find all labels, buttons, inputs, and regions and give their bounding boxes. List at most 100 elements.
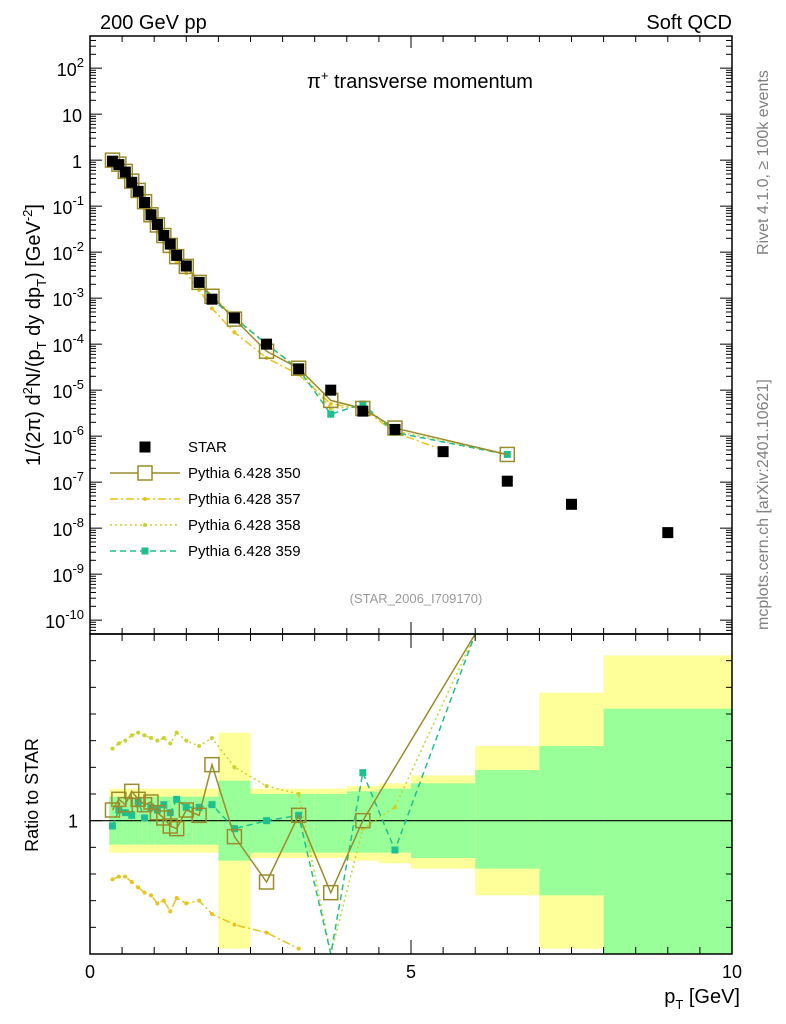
data-point <box>566 498 577 510</box>
ratio-series-0 <box>104 633 476 901</box>
legend-marker <box>139 441 151 453</box>
data-point <box>662 527 674 539</box>
main-panel: 10-10 10-9 10-8 10-7 10-6 10-5 10-4 10-3 10-2 10-… <box>20 35 733 635</box>
main-y-tick-label: 1 <box>72 152 82 172</box>
ratio-point <box>195 803 203 811</box>
legend-entry: Pythia 6.428 358 <box>188 517 301 534</box>
main-series-3 <box>110 158 510 457</box>
ratio-point <box>296 946 301 951</box>
main-y-tick-label: 10-10 <box>45 607 84 632</box>
x-axis-label: pT [GeV] <box>664 986 740 1012</box>
ratio-point <box>128 811 136 819</box>
ratio-point <box>142 733 147 738</box>
main-series-line <box>112 160 508 456</box>
ratio-series-2 <box>110 633 476 955</box>
main-series-4 <box>108 157 511 458</box>
ratio-point <box>155 901 160 906</box>
ratio-point <box>323 884 339 901</box>
ratio-point <box>209 912 214 916</box>
data-point <box>328 402 333 406</box>
legend-entry: Pythia 6.428 359 <box>188 543 301 560</box>
data-point <box>180 260 192 272</box>
data-point <box>261 338 273 350</box>
main-series-1 <box>104 152 516 463</box>
ratio-point <box>391 846 399 854</box>
stat-uncertainty-band <box>314 794 347 853</box>
ratio-point <box>155 738 160 743</box>
ratio-point <box>264 930 269 935</box>
ratio-point <box>148 736 153 740</box>
ratio-point <box>197 898 202 903</box>
ratio-point <box>264 784 269 788</box>
data-point <box>106 155 118 167</box>
data-point <box>437 446 449 458</box>
ratio-series-1 <box>110 874 301 951</box>
ratio-series-line <box>112 875 299 950</box>
main-y-tick-label: 10-3 <box>52 285 84 310</box>
main-y-tick-label: 10-5 <box>52 377 84 402</box>
side-label-bottom: mcplots.cern.ch [arXiv:2401.10621] <box>755 379 772 630</box>
main-y-tick-label: 10-6 <box>52 423 84 448</box>
data-point <box>119 166 131 178</box>
data-point <box>164 238 176 250</box>
ratio-point <box>392 805 397 810</box>
ratio-point <box>178 802 195 818</box>
data-point <box>126 176 138 188</box>
ratio-point <box>230 825 238 833</box>
ratio-point <box>121 809 129 817</box>
stat-uncertainty-band <box>603 708 732 954</box>
ratio-point <box>184 738 189 743</box>
left-title: 200 GeV pp <box>100 12 207 34</box>
ratio-point <box>110 746 115 751</box>
main-y-axis-label: 1/(2π) d2N/(pT dy dpT) [GeV-2] <box>20 204 49 466</box>
ratio-point <box>174 730 179 735</box>
svg-text:1/(2π) d2N/(pT dy dpT) [GeV-2: 1/(2π) d2N/(pT dy dpT) [GeV-2] <box>20 204 49 466</box>
ratio-point <box>174 896 179 900</box>
main-y-tick-label: 10-1 <box>52 193 84 218</box>
ratio-point <box>296 792 301 796</box>
right-title: Soft QCD <box>646 12 732 34</box>
ratio-point <box>258 874 275 890</box>
ratio-point <box>153 806 161 814</box>
x-tick-label: 0 <box>85 962 95 982</box>
legend-entry: Pythia 6.428 350 <box>188 465 301 482</box>
ratio-point <box>226 828 243 845</box>
ratio-point <box>263 817 271 825</box>
legend-marker <box>137 465 153 481</box>
ratio-point <box>136 730 141 735</box>
data-point <box>228 312 240 324</box>
ratio-point <box>232 922 237 927</box>
data-point <box>357 405 369 417</box>
ratio-point <box>141 814 149 822</box>
main-series-line <box>112 159 508 456</box>
ratio-point <box>184 901 189 906</box>
ratio-point <box>355 812 371 829</box>
data-point <box>168 248 185 265</box>
main-y-tick-label: 10-4 <box>52 331 84 356</box>
data-point <box>226 311 243 327</box>
main-frame <box>89 35 733 635</box>
ratio-y-axis-label: Ratio to STAR <box>22 738 42 852</box>
ratio-point <box>123 874 128 879</box>
data-point <box>232 330 237 335</box>
data-point <box>387 420 403 436</box>
data-point <box>171 249 183 261</box>
ratio-panel: 10 5 10 Ratio to STAR pT [GeV] <box>22 633 742 1012</box>
data-point <box>151 218 163 230</box>
ratio-point <box>148 893 153 898</box>
ratio-point <box>191 807 207 824</box>
ratio-series-line <box>112 633 476 955</box>
ratio-point <box>116 874 121 879</box>
ratio-point <box>232 765 237 770</box>
data-point <box>359 400 367 408</box>
ratio-point <box>173 795 181 803</box>
legend: STAR Pythia 6.428 350 Pythia 6.428 357 Pyth… <box>110 439 301 560</box>
ratio-point <box>359 769 367 777</box>
ratio-point <box>182 803 190 811</box>
data-point <box>501 475 513 487</box>
ratio-point <box>160 801 168 809</box>
main-y-tick-label: 102 <box>57 55 84 80</box>
data-point <box>499 446 516 463</box>
main-y-tick-label: 10 <box>62 106 82 126</box>
